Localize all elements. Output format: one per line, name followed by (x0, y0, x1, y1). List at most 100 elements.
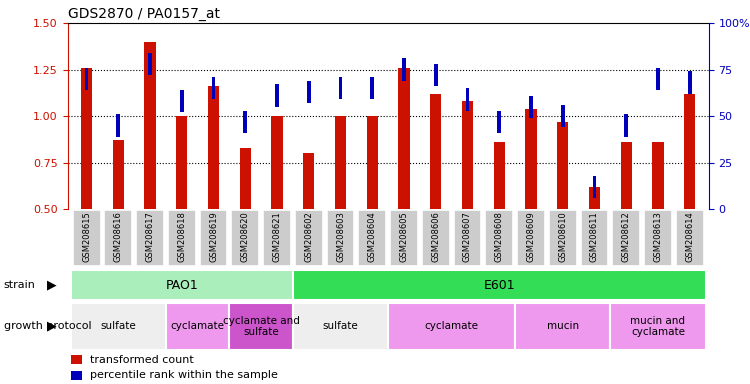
Bar (230, 303, 293, 350)
Text: GSM208615: GSM208615 (82, 212, 91, 262)
Bar (526, 109, 536, 209)
Bar (688, 71, 692, 94)
Bar (240, 148, 250, 209)
Bar (166, 303, 230, 350)
Bar (549, 210, 577, 266)
Text: GDS2870 / PA0157_at: GDS2870 / PA0157_at (68, 7, 220, 21)
Bar (644, 210, 672, 266)
Text: GSM208613: GSM208613 (653, 212, 662, 262)
Bar (589, 187, 600, 209)
Bar (70, 371, 82, 380)
Bar (70, 303, 166, 350)
Bar (515, 303, 610, 350)
Text: GSM208603: GSM208603 (336, 212, 345, 262)
Bar (73, 210, 100, 266)
Text: GSM208614: GSM208614 (686, 212, 694, 262)
Text: GSM208617: GSM208617 (146, 212, 154, 262)
Bar (612, 210, 640, 266)
Bar (454, 210, 482, 266)
Bar (624, 114, 628, 137)
Text: GSM208610: GSM208610 (558, 212, 567, 262)
Bar (136, 210, 164, 266)
Text: ▶: ▶ (47, 320, 57, 333)
Bar (295, 210, 322, 266)
Text: GSM208602: GSM208602 (304, 212, 313, 262)
Bar (148, 53, 152, 75)
Bar (557, 122, 568, 209)
Text: GSM208607: GSM208607 (463, 212, 472, 262)
Bar (388, 303, 515, 350)
Bar (398, 68, 410, 209)
Bar (676, 210, 704, 266)
Bar (494, 142, 505, 209)
Bar (326, 210, 355, 266)
Bar (656, 68, 660, 90)
Bar (335, 116, 346, 209)
Text: GSM208605: GSM208605 (400, 212, 409, 262)
Bar (610, 303, 706, 350)
Text: cyclamate: cyclamate (424, 321, 478, 331)
Bar (85, 68, 88, 90)
Bar (485, 210, 513, 266)
Bar (338, 77, 343, 99)
Text: GSM208618: GSM208618 (177, 212, 186, 262)
Bar (243, 111, 248, 133)
Text: percentile rank within the sample: percentile rank within the sample (90, 371, 278, 381)
Bar (231, 210, 260, 266)
Text: GSM208611: GSM208611 (590, 212, 599, 262)
Bar (497, 111, 501, 133)
Bar (462, 101, 473, 209)
Bar (529, 96, 533, 118)
Text: strain: strain (4, 280, 36, 290)
Text: GSM208621: GSM208621 (272, 212, 281, 262)
Bar (402, 58, 406, 81)
Bar (561, 105, 565, 127)
Bar (592, 176, 596, 198)
Text: mucin and
cyclamate: mucin and cyclamate (631, 316, 686, 337)
Bar (145, 42, 155, 209)
Text: mucin: mucin (547, 321, 579, 331)
Bar (263, 210, 291, 266)
Text: GSM208620: GSM208620 (241, 212, 250, 262)
Text: GSM208609: GSM208609 (526, 212, 536, 262)
Bar (180, 90, 184, 113)
Text: E601: E601 (484, 279, 515, 291)
Text: cyclamate: cyclamate (171, 321, 225, 331)
Bar (208, 86, 219, 209)
Bar (176, 116, 188, 209)
Bar (358, 210, 386, 266)
Text: GSM208604: GSM208604 (368, 212, 376, 262)
Bar (168, 210, 196, 266)
Text: sulfate: sulfate (100, 321, 136, 331)
Bar (517, 210, 545, 266)
Bar (200, 210, 227, 266)
Text: GSM208608: GSM208608 (495, 212, 504, 262)
Text: PAO1: PAO1 (166, 279, 198, 291)
Bar (293, 303, 388, 350)
Bar (652, 142, 664, 209)
Bar (112, 141, 124, 209)
Bar (303, 154, 314, 209)
Bar (211, 77, 215, 99)
Bar (466, 88, 470, 111)
Bar (275, 84, 279, 107)
Bar (293, 270, 706, 300)
Bar (684, 94, 695, 209)
Bar (370, 77, 374, 99)
Text: sulfate: sulfate (322, 321, 358, 331)
Text: GSM208612: GSM208612 (622, 212, 631, 262)
Text: GSM208619: GSM208619 (209, 212, 218, 262)
Bar (433, 64, 438, 86)
Bar (272, 116, 283, 209)
Bar (390, 210, 418, 266)
Bar (580, 210, 608, 266)
Bar (430, 94, 441, 209)
Bar (70, 270, 293, 300)
Bar (104, 210, 132, 266)
Text: ▶: ▶ (47, 278, 57, 291)
Bar (367, 116, 378, 209)
Bar (307, 81, 310, 103)
Text: transformed count: transformed count (90, 355, 194, 365)
Bar (621, 142, 632, 209)
Bar (81, 68, 92, 209)
